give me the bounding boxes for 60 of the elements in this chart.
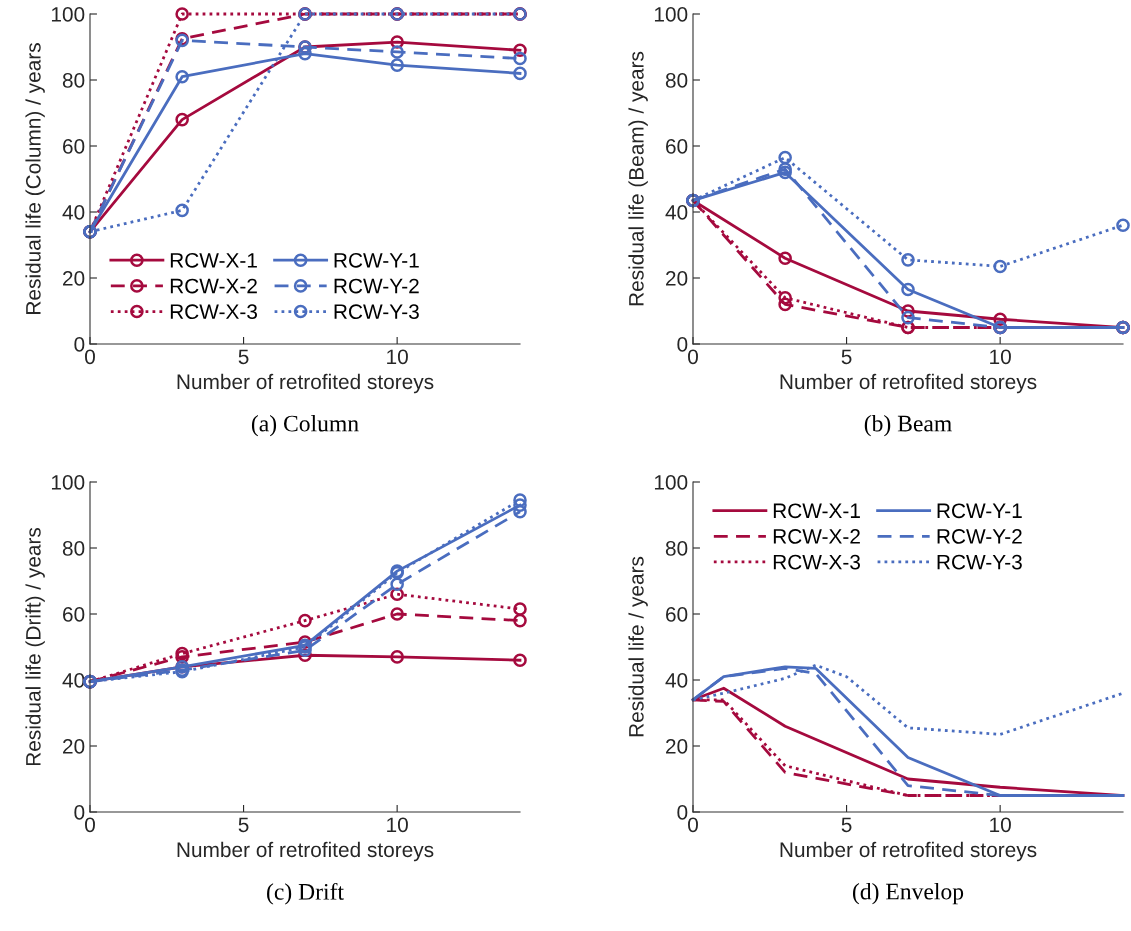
legend-label: RCW-Y-1 (334, 252, 419, 268)
y-tick-label: 80 (62, 541, 85, 556)
y-axis-title: Residual life (Column) / years (25, 43, 45, 314)
x-tick-label: 0 (688, 817, 698, 833)
y-tick-label: 40 (62, 205, 85, 220)
legend-label: RCW-X-1 (170, 252, 257, 268)
x-axis-title: Number of retrofited storeys (177, 373, 434, 394)
text: (a) Column (251, 414, 359, 437)
y-tick-label: 20 (63, 271, 85, 286)
y-axis-title: Residual life (Drift) / years (25, 527, 45, 766)
text: (c) Drift (267, 882, 344, 905)
y-tick-label: 20 (63, 739, 85, 754)
x-tick-label: 10 (387, 817, 408, 833)
legend-label: RCW-X-2 (773, 529, 860, 544)
y-tick-label: 60 (63, 139, 85, 154)
y-tick-label: 100 (51, 475, 85, 490)
y-tick-label: 100 (654, 7, 688, 22)
y-tick-label: 40 (62, 673, 85, 688)
x-tick-label: 5 (238, 817, 249, 833)
y-tick-label: 100 (654, 475, 688, 490)
x-tick-label: 10 (990, 349, 1011, 365)
y-tick-label: 60 (666, 139, 688, 154)
y-tick-label: 80 (665, 541, 688, 556)
y-tick-label: 0 (677, 805, 688, 820)
x-tick-label: 10 (387, 349, 408, 365)
y-axis-title: Residual life (Beam) / years (628, 51, 648, 306)
x-tick-label: 0 (85, 349, 95, 365)
legend-label: RCW-Y-3 (937, 554, 1022, 570)
y-tick-label: 80 (62, 73, 85, 88)
y-tick-label: 100 (51, 7, 85, 22)
y-axis-title: Residual life / years (628, 556, 648, 737)
legend-label: RCW-X-3 (170, 304, 257, 320)
x-tick-label: 5 (238, 349, 249, 365)
legend-label: RCW-Y-2 (937, 529, 1022, 544)
x-axis-title: Number of retrofited storeys (780, 373, 1037, 394)
y-tick-label: 20 (666, 739, 688, 754)
legend-label: RCW-X-2 (170, 278, 257, 294)
legend-label: RCW-Y-2 (334, 278, 419, 294)
legend-label: RCW-X-1 (773, 503, 860, 519)
y-tick-label: 40 (665, 205, 688, 220)
y-tick-label: 0 (74, 337, 85, 352)
x-tick-label: 10 (990, 817, 1011, 833)
x-axis-title: Number of retrofited storeys (780, 841, 1037, 862)
text: (b) Beam (864, 414, 952, 437)
x-axis-title: Number of retrofited storeys (177, 841, 434, 862)
legend-label: RCW-Y-3 (334, 304, 419, 320)
x-tick-label: 0 (85, 817, 95, 833)
legend-label: RCW-Y-1 (937, 503, 1022, 519)
text: (d) Envelop (852, 882, 964, 905)
y-tick-label: 20 (666, 271, 688, 286)
y-tick-label: 0 (677, 337, 688, 352)
y-tick-label: 60 (666, 607, 688, 622)
x-tick-label: 5 (841, 817, 852, 833)
x-tick-label: 5 (841, 349, 852, 365)
y-tick-label: 0 (74, 805, 85, 820)
legend-label: RCW-X-3 (773, 554, 860, 570)
y-tick-label: 80 (665, 73, 688, 88)
y-tick-label: 40 (665, 673, 688, 688)
x-tick-label: 0 (688, 349, 698, 365)
y-tick-label: 60 (63, 607, 85, 622)
